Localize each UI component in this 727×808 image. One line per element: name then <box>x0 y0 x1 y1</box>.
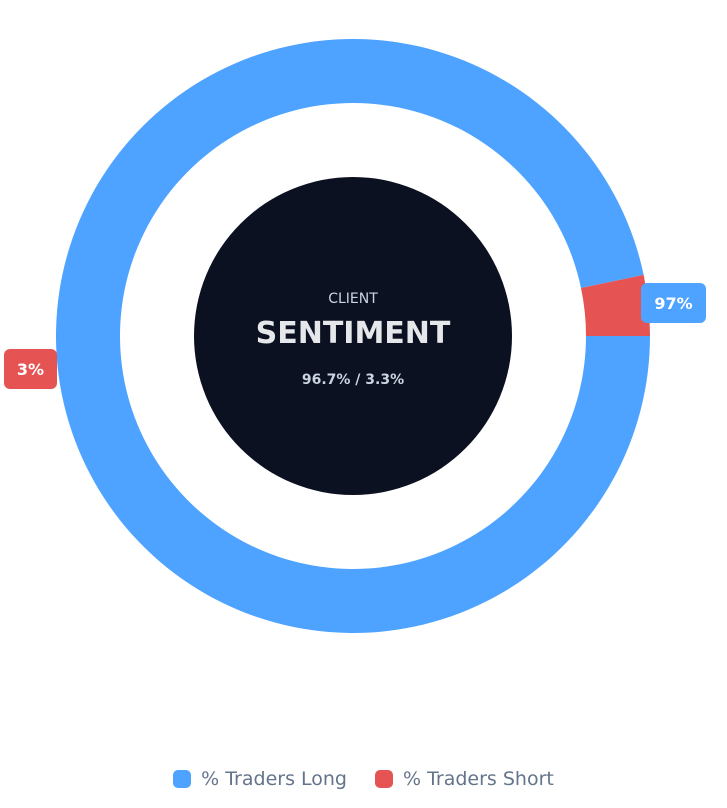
legend-label-short: % Traders Short <box>402 768 554 790</box>
center-title: SENTIMENT <box>256 316 451 351</box>
legend-item-long[interactable]: % Traders Long <box>173 768 347 790</box>
center-subtitle: CLIENT <box>328 291 378 307</box>
data-label-short-text: 3% <box>17 360 44 379</box>
chart-legend: % Traders Long % Traders Short <box>0 764 727 794</box>
legend-swatch-long <box>173 770 192 788</box>
slice-short[interactable] <box>581 274 650 336</box>
center-disc <box>194 177 512 495</box>
data-labels: 97% 3% <box>4 283 706 389</box>
legend-item-short[interactable]: % Traders Short <box>374 768 554 790</box>
data-label-short-badge <box>4 349 57 389</box>
legend-swatch-short <box>374 770 393 788</box>
data-label-long: 97% <box>641 283 706 323</box>
center-ratio: 96.7% / 3.3% <box>302 372 404 388</box>
data-label-long-badge <box>641 283 706 323</box>
donut-slices <box>56 38 651 633</box>
data-label-short: 3% <box>4 349 57 389</box>
data-label-long-text: 97% <box>654 294 692 313</box>
legend-label-long: % Traders Long <box>201 768 347 790</box>
